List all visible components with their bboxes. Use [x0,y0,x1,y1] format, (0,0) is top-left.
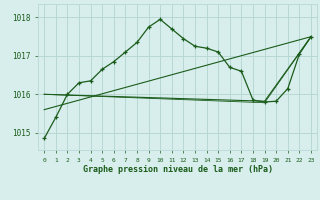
X-axis label: Graphe pression niveau de la mer (hPa): Graphe pression niveau de la mer (hPa) [83,165,273,174]
